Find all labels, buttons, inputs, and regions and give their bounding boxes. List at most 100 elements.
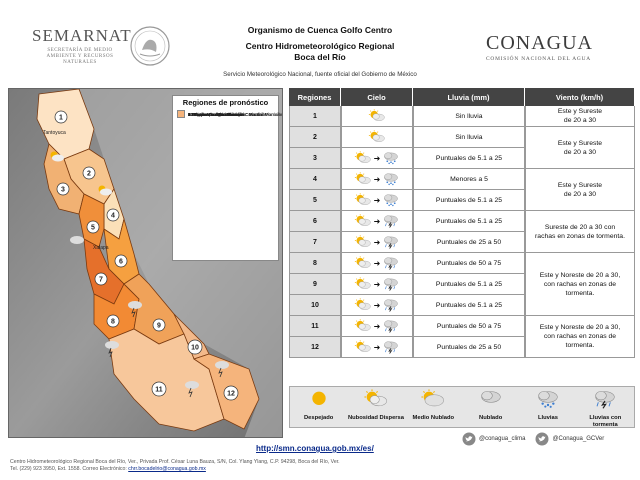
legend-label: 6.Actopan-Antigua-Jamapa-Cotaxtla: Plani… bbox=[188, 111, 281, 117]
cloud-icon bbox=[479, 389, 503, 414]
arrow-right-icon: ➜ bbox=[373, 153, 381, 163]
arrow-right-icon: ➜ bbox=[373, 216, 381, 226]
sky-cell bbox=[341, 106, 413, 127]
smn-link[interactable]: http://smn.conagua.gob.mx/es/ bbox=[256, 444, 374, 453]
table-row: 1 Sin lluvia bbox=[289, 106, 525, 127]
sky-legend-label: Lluvias con tormenta bbox=[589, 415, 622, 428]
legend-label: 5.Nautla-Misantla: Montaña bbox=[188, 111, 245, 117]
header-viento: Viento (km/h) bbox=[525, 88, 635, 106]
rain-icon bbox=[382, 172, 400, 186]
legend-item: 12.Coatzacoalcos: Planicie bbox=[173, 108, 243, 121]
arrow-right-icon: ➜ bbox=[373, 237, 381, 247]
footer-email-link[interactable]: chrr.bocadelrio@conagua.gob.mx bbox=[128, 466, 206, 472]
region-number: 11 bbox=[289, 316, 341, 337]
table-row: 7 ➜ Puntuales de 25 a 50 bbox=[289, 232, 525, 253]
marker-5: 5 bbox=[86, 220, 100, 234]
legend-label: 12.Coatzacoalcos: Planicie bbox=[188, 111, 244, 117]
legend-label: 10.Sierra Los Tuxtlas bbox=[188, 111, 232, 117]
sky-cell bbox=[341, 127, 413, 148]
region-number: 6 bbox=[289, 211, 341, 232]
half-cloud-icon bbox=[421, 389, 445, 414]
storm-icon bbox=[382, 319, 400, 333]
svg-text:12: 12 bbox=[227, 391, 235, 398]
rain-icon bbox=[382, 151, 400, 165]
arrow-right-icon: ➜ bbox=[373, 258, 381, 268]
table-row: 12 ➜ Puntuales de 25 a 50 bbox=[289, 337, 525, 358]
regions-legend: Regiones de pronóstico 1.Pánuco 2.Tuxpan-… bbox=[172, 95, 282, 261]
marker-2: 2 bbox=[82, 166, 96, 180]
sky-legend-item: Despejado bbox=[290, 387, 347, 427]
marker-9: 9 bbox=[152, 318, 166, 332]
sky-legend-label: Nubosidad Dispersa bbox=[347, 415, 405, 421]
rain-cell: Puntuales de 5.1 a 25 bbox=[413, 211, 525, 232]
marker-12: 12 bbox=[223, 385, 239, 401]
wind-text: tormenta. bbox=[565, 289, 595, 297]
forecast-table: Regiones Cielo Lluvia (mm) Viento (km/h)… bbox=[289, 88, 635, 358]
sky-cell: ➜ bbox=[341, 169, 413, 190]
wind-text: con rachas en zonas de bbox=[543, 333, 617, 340]
wind-cell: Este y Sureste de 20 a 30 bbox=[525, 127, 635, 169]
sky-legend-label: Despejado bbox=[304, 415, 334, 421]
marker-11: 11 bbox=[151, 381, 167, 397]
svg-text:1: 1 bbox=[59, 115, 63, 122]
arrow-right-icon: ➜ bbox=[373, 174, 381, 184]
title-centro: Centro Hidrometeorológico Regional bbox=[245, 41, 395, 51]
conagua-logo: CONAGUA COMISIÓN NACIONAL DEL AGUA bbox=[486, 32, 636, 68]
sky-legend-label: Nublado bbox=[479, 415, 503, 421]
storm-icon bbox=[382, 277, 400, 291]
marker-1: 1 bbox=[54, 110, 68, 124]
sun-icon bbox=[307, 389, 331, 414]
table-row: 6 ➜ Puntuales de 5.1 a 25 bbox=[289, 211, 525, 232]
table-row: 3 ➜ Puntuales de 5.1 a 25 bbox=[289, 148, 525, 169]
rain-cell: Puntuales de 25 a 50 bbox=[413, 337, 525, 358]
twitter-icon bbox=[462, 432, 476, 446]
title-organismo: Organismo de Cuenca Golfo Centro bbox=[247, 25, 393, 35]
sky-legend-item: Nublado bbox=[462, 387, 519, 427]
table-row: 5 ➜ Puntuales de 5.1 a 25 bbox=[289, 190, 525, 211]
wind-text: Este y Sureste bbox=[557, 108, 603, 115]
semarnat-logo: SEMARNAT SECRETARÍA DE MEDIO AMBIENTE Y … bbox=[10, 22, 180, 72]
wind-text: Este y Noreste de 20 a 30, bbox=[539, 324, 621, 331]
arrow-right-icon: ➜ bbox=[373, 342, 381, 352]
sky-cell: ➜ bbox=[341, 148, 413, 169]
marker-10: 10 bbox=[187, 339, 203, 355]
sky-cell: ➜ bbox=[341, 316, 413, 337]
table-row: 4 ➜ Menores a 5 bbox=[289, 169, 525, 190]
region-number: 12 bbox=[289, 337, 341, 358]
svg-text:8: 8 bbox=[111, 319, 115, 326]
sun-cloud-icon bbox=[354, 277, 372, 291]
sky-cell: ➜ bbox=[341, 337, 413, 358]
marker-6: 6 bbox=[114, 254, 128, 268]
rain-cell: Puntuales de 50 a 75 bbox=[413, 253, 525, 274]
marker-7: 7 bbox=[94, 272, 108, 286]
rain-cell: Puntuales de 5.1 a 25 bbox=[413, 274, 525, 295]
legend-label: 1.Pánuco bbox=[188, 111, 208, 117]
twitter-handle-gcver[interactable]: @Conagua_GCVer bbox=[552, 436, 605, 442]
twitter-icon bbox=[535, 432, 549, 446]
wind-cell: Este y Noreste de 20 a 30, con rachas en … bbox=[525, 316, 635, 358]
sun-cloud-icon bbox=[354, 193, 372, 207]
rain-cell: Menores a 5 bbox=[413, 169, 525, 190]
region-number: 10 bbox=[289, 295, 341, 316]
storm-icon bbox=[382, 235, 400, 249]
svg-text:9: 9 bbox=[157, 323, 161, 330]
region-number: 5 bbox=[289, 190, 341, 211]
sky-legend-item: Lluvias con tormenta bbox=[577, 387, 634, 428]
region-number: 2 bbox=[289, 127, 341, 148]
header-regiones: Regiones bbox=[289, 88, 341, 106]
sun-cloud-icon bbox=[354, 235, 372, 249]
table-row: 2 Sin lluvia bbox=[289, 127, 525, 148]
rain-icon bbox=[382, 193, 400, 207]
table-row: 9 ➜ Puntuales de 5.1 a 25 bbox=[289, 274, 525, 295]
sun-cloud-icon bbox=[368, 109, 386, 123]
marker-8: 8 bbox=[106, 314, 120, 328]
sky-cell: ➜ bbox=[341, 190, 413, 211]
sun-cloud-icon bbox=[354, 319, 372, 333]
wind-text: Este y Noreste de 20 a 30, bbox=[539, 271, 621, 279]
sun-cloud-icon bbox=[368, 130, 386, 144]
sky-legend-label: Medio Nublado bbox=[412, 415, 455, 421]
twitter-handle-clima[interactable]: @conagua_clima bbox=[479, 436, 526, 442]
forecast-map: 1 2 3 4 5 6 7 8 9 10 11 12 Tantoyuca Xal… bbox=[8, 88, 283, 438]
map-weather-icons bbox=[50, 151, 229, 398]
svg-text:10: 10 bbox=[191, 345, 199, 352]
